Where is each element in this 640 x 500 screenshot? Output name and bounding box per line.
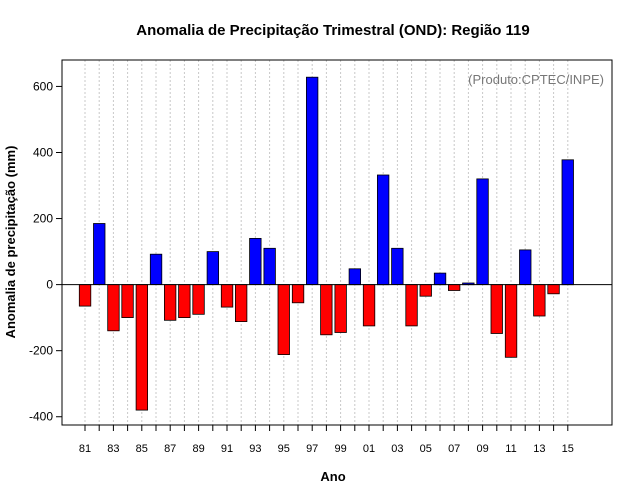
x-tick-label-13: 13 — [533, 443, 545, 455]
bar-1985 — [135, 284, 149, 411]
bar-1994 — [263, 247, 276, 286]
bar-1981 — [78, 284, 92, 307]
bar-1992 — [234, 284, 248, 323]
x-axis: 81 83 85 87 89 91 93 95 97 99 01 03 05 07 09 11 13 15 — [79, 425, 574, 455]
bar-1983 — [107, 284, 120, 332]
bar-2011 — [504, 284, 518, 358]
x-tick-label-83: 83 — [107, 443, 119, 455]
bar-2009 — [476, 178, 489, 285]
bar-2000 — [348, 268, 362, 286]
bar-2001 — [362, 284, 376, 327]
bar-2013 — [533, 284, 546, 317]
bar-2007 — [447, 284, 461, 291]
source-annotation: (Produto:CPTEC/INPE) — [468, 72, 604, 87]
x-tick-label-99: 99 — [334, 443, 346, 455]
x-tick-label-91: 91 — [221, 443, 233, 455]
x-tick-label-93: 93 — [249, 443, 261, 455]
bar-1988 — [178, 284, 191, 319]
x-tick-label-15: 15 — [562, 443, 574, 455]
bar-2003 — [391, 247, 404, 286]
bar-2006 — [433, 272, 447, 286]
bar-1984 — [121, 284, 134, 319]
x-tick-label-03: 03 — [391, 443, 403, 455]
y-axis-label: Anomalia de precipitação (mm) — [3, 146, 18, 339]
x-tick-label-97: 97 — [306, 443, 318, 455]
bar-1999 — [334, 284, 347, 333]
x-axis-label: Ano — [320, 469, 345, 484]
bar-2010 — [490, 284, 503, 334]
bar-2005 — [419, 284, 432, 297]
plot-frame — [61, 59, 613, 426]
bar-1990 — [206, 251, 220, 286]
y-tick-label-400: 400 — [33, 145, 53, 159]
bar-1986 — [149, 253, 163, 285]
chart-title: Anomalia de Precipitação Trimestral (OND… — [136, 22, 529, 39]
x-tick-label-85: 85 — [136, 443, 148, 455]
y-tick-label--200: -200 — [29, 344, 53, 358]
x-tick-label-11: 11 — [505, 443, 516, 455]
x-tick-label-09: 09 — [476, 443, 488, 455]
bar-1996 — [291, 284, 305, 304]
grid — [84, 60, 569, 425]
bar-1987 — [163, 284, 177, 321]
x-tick-label-87: 87 — [164, 443, 176, 455]
x-tick-label-07: 07 — [448, 443, 460, 455]
bar-2015 — [561, 159, 574, 286]
y-axis: -400 -200 0 200 400 600 — [29, 79, 62, 424]
x-tick-label-01: 01 — [363, 443, 375, 455]
y-tick-label-0: 0 — [46, 278, 53, 292]
x-tick-label-05: 05 — [420, 443, 432, 455]
bar-1997 — [305, 76, 319, 285]
y-tick-label-600: 600 — [33, 79, 53, 93]
y-tick-label-200: 200 — [33, 212, 53, 226]
bar-2004 — [405, 284, 418, 327]
bar-2014 — [547, 284, 560, 295]
bar-1982 — [93, 223, 106, 285]
bar-1998 — [320, 284, 333, 336]
bar-1993 — [249, 237, 262, 285]
bar-2012 — [519, 249, 532, 285]
bar-1991 — [220, 284, 234, 308]
x-tick-label-81: 81 — [79, 443, 91, 455]
bar-1995 — [277, 284, 290, 356]
bar-2002 — [376, 174, 390, 286]
x-tick-label-89: 89 — [192, 443, 204, 455]
bar-1989 — [192, 284, 205, 315]
x-tick-label-95: 95 — [278, 443, 290, 455]
y-tick-label--400: -400 — [29, 410, 53, 424]
